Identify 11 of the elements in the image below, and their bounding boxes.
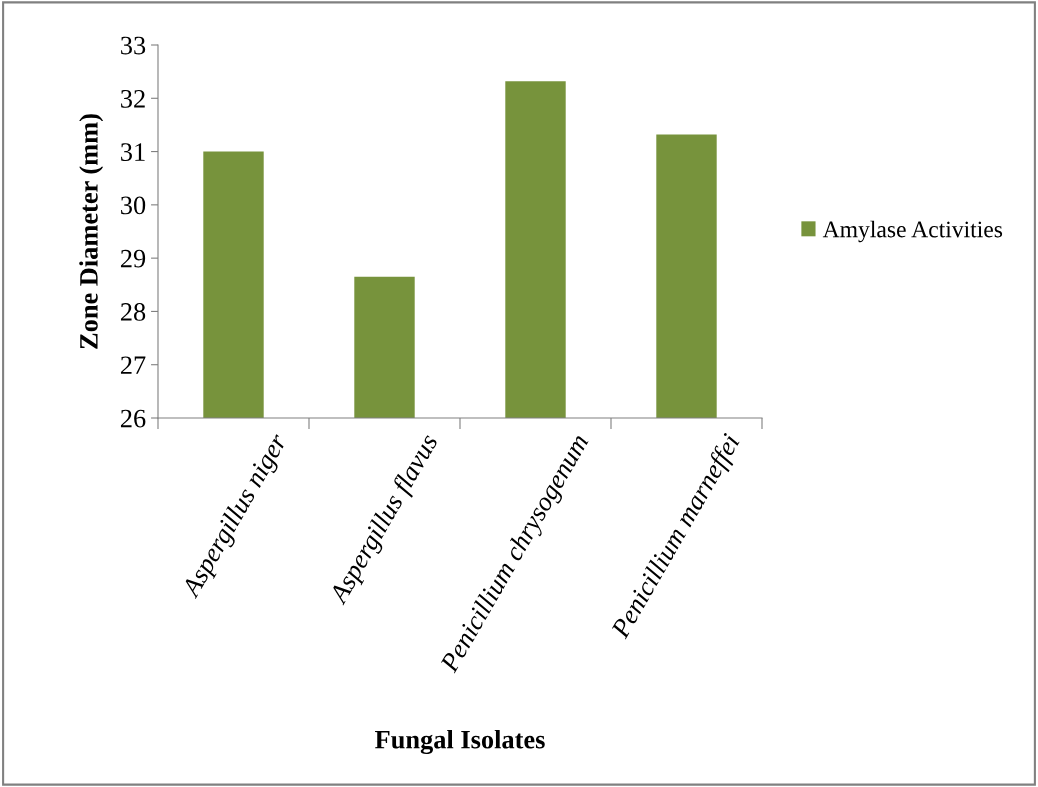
legend-label: Amylase Activities: [822, 220, 1003, 243]
y-tick-label: 33: [121, 36, 146, 55]
y-tick-label: 30: [121, 196, 146, 215]
y-tick-label: 28: [120, 303, 146, 321]
y-tick-label: 32: [121, 89, 145, 108]
x-axis-title: Fungal Isolates: [375, 729, 545, 755]
y-tick-label: 26: [120, 409, 146, 428]
y-axis-title: Zone Diameter (mm): [79, 114, 104, 349]
y-tick-label: 27: [120, 356, 146, 374]
y-tick-label: 29: [120, 249, 146, 268]
y-tick-label: 31: [121, 143, 145, 161]
